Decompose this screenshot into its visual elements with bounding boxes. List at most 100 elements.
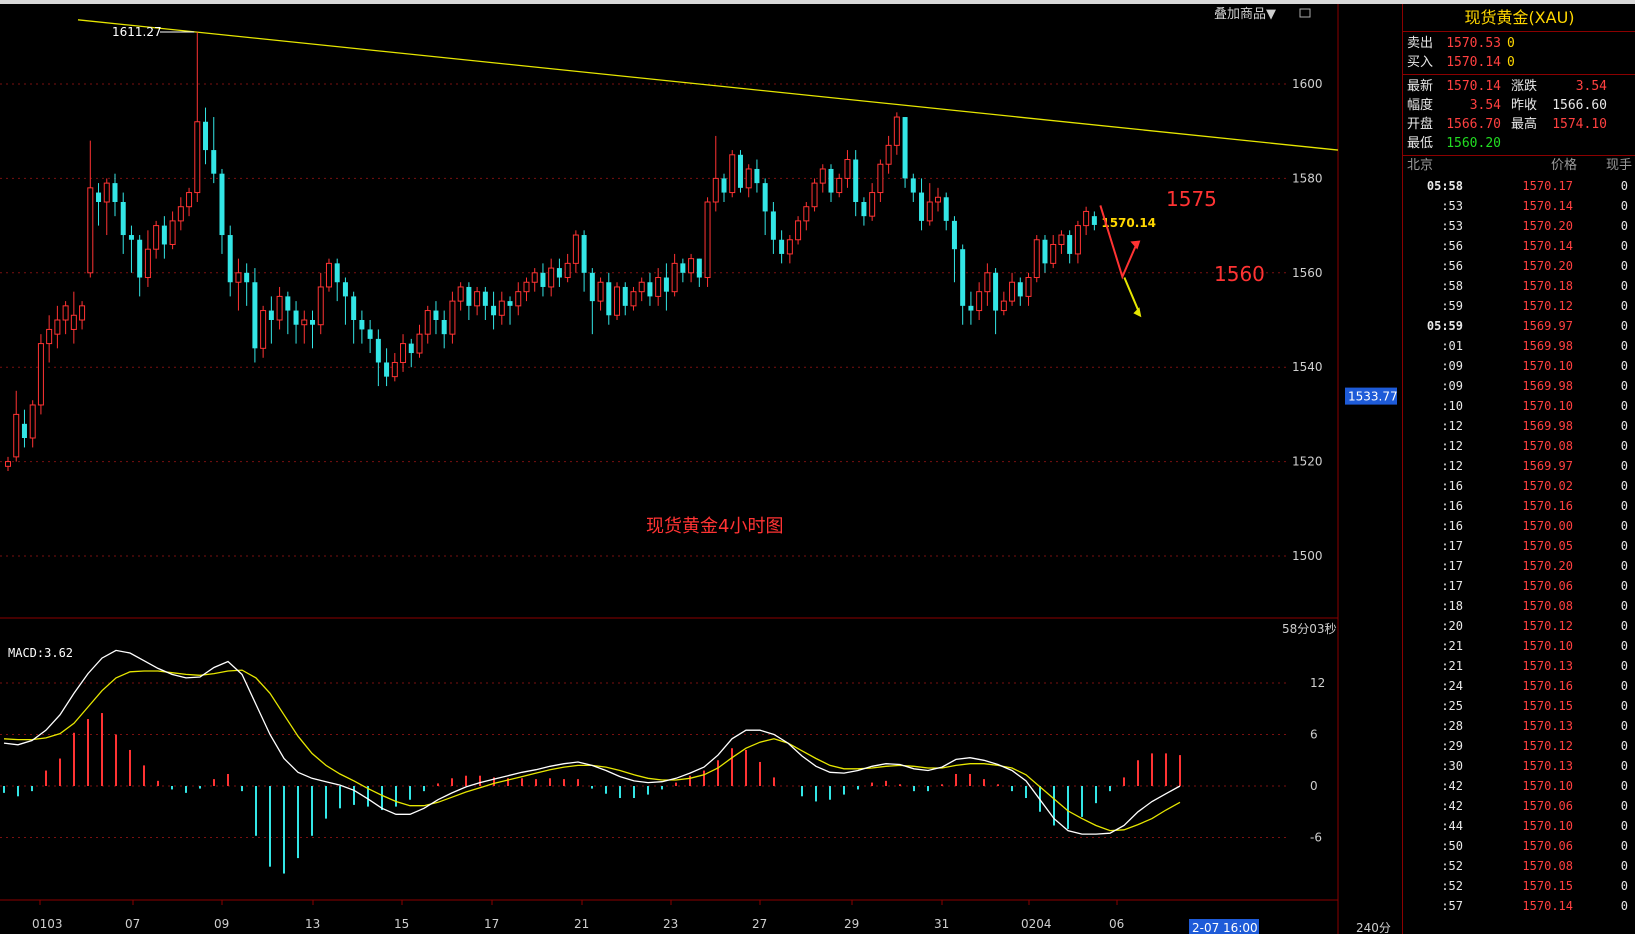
tick-price: 1570.13 [1522,659,1573,673]
high-price-label: 1611.27 [112,25,162,39]
tick-volume: 0 [1620,359,1628,373]
candle-body-bull [424,310,431,335]
candle-body-bull [5,461,11,467]
candle-body-bull [276,295,283,321]
yellow-projection-arrow [1123,277,1140,311]
prev-close-label: 昨收 [1511,98,1538,113]
tick-volume: 0 [1620,799,1628,813]
candle-body-bull [630,291,637,307]
tick-time: :52 [1441,859,1463,873]
price-tick-label: 1580 [1292,171,1323,185]
candle-body-bear [507,301,513,306]
tick-row: :56 1570.14 0 [1403,236,1635,256]
candle-body-bear [285,296,291,311]
ticks-header-price: 价格 [1550,158,1577,173]
candle-body-bear [351,296,357,320]
candle-body-bull [564,262,571,279]
tick-volume: 0 [1620,499,1628,513]
candle-body-bear [1017,282,1023,297]
tick-time: :21 [1441,659,1463,673]
stats-row-open: 开盘 1566.70 最高 1574.10 [1403,115,1635,134]
tick-row: :16 1570.16 0 [1403,496,1635,516]
candle-body-bull [37,343,44,406]
current-time-badge [1189,919,1259,934]
candle-body-bull [186,192,193,208]
time-tick-label: 0204 [1021,917,1052,931]
candle-body-bear [663,277,669,292]
tick-price: 1570.20 [1522,259,1573,273]
latest-price: 1570.14 [1446,79,1501,94]
tick-price: 1570.06 [1522,839,1573,853]
candle-body-bear [227,235,233,283]
tick-row: :17 1570.05 0 [1403,536,1635,556]
candle-body-bull [54,319,61,335]
tick-time: :29 [1441,739,1463,753]
tick-row: :58 1570.18 0 [1403,276,1635,296]
candle-body-bear [384,362,390,377]
macd-dea-line [3,669,1181,832]
tick-price: 1570.16 [1522,679,1573,693]
candle-body-bull [169,220,176,245]
candle-body-bear [408,343,414,354]
tick-price: 1570.12 [1522,299,1573,313]
tick-row: :52 1570.08 0 [1403,856,1635,876]
candle-body-bull [449,300,456,335]
candle-body-bull [671,262,678,293]
tick-list[interactable]: 05:58 1570.17 0:53 1570.14 0:53 1570.20 0:56 15… [1403,176,1635,916]
candle-body-bull [893,116,900,146]
sell-volume: 0 [1507,36,1515,51]
tick-volume: 0 [1620,819,1628,833]
candle-body-bear [1091,216,1097,225]
tick-time: :50 [1441,839,1463,853]
tick-price: 1570.14 [1522,239,1573,253]
candle-body-bull [523,281,530,293]
macd-tick-label: 0 [1310,779,1318,793]
candle-body-bear [375,338,381,363]
candle-body-bear [779,239,785,254]
tick-price: 1570.10 [1522,639,1573,653]
tick-price: 1569.97 [1522,459,1573,473]
tick-price: 1569.98 [1522,419,1573,433]
candle-body-bull [976,291,983,312]
candle-body-bull [638,281,645,293]
tick-time: :56 [1441,259,1463,273]
candle-body-bull [391,361,398,378]
tick-volume: 0 [1620,379,1628,393]
price-tick-label: 1540 [1292,360,1323,374]
candle-body-bear [754,168,760,184]
candle-body-bear [137,239,143,278]
candle-body-bear [919,192,925,221]
candle-body-bull [836,177,843,194]
tick-price: 1570.00 [1522,519,1573,533]
tick-row: :16 1570.02 0 [1403,476,1635,496]
candle-body-bull [317,286,324,326]
tick-time: :20 [1441,619,1463,633]
tick-time: :59 [1441,299,1463,313]
tick-volume: 0 [1620,519,1628,533]
tick-time: :10 [1441,399,1463,413]
candle-body-bull [786,239,793,255]
candle-body-bull [260,310,267,349]
tick-price: 1570.05 [1522,539,1573,553]
sell-price: 1570.53 [1446,36,1501,51]
tick-volume: 0 [1620,659,1628,673]
tick-price: 1570.14 [1522,199,1573,213]
candle-body-bull [46,328,53,345]
current-price-badge-text: 1533.77 [1348,390,1398,404]
tick-volume: 0 [1620,199,1628,213]
tick-time: :53 [1441,199,1463,213]
tick-row: :09 1569.98 0 [1403,376,1635,396]
tick-volume: 0 [1620,579,1628,593]
instrument-title: 现货黄金(XAU) [1403,4,1635,32]
candle-body-bear [128,235,134,240]
tick-volume: 0 [1620,739,1628,753]
tick-row: :50 1570.06 0 [1403,836,1635,856]
candle-body-bear [861,202,867,217]
high-value: 1574.10 [1552,117,1607,132]
current-price-badge [1345,387,1397,405]
tick-time: :42 [1441,799,1463,813]
chart-area[interactable]: 160015801560154015201500叠加商品▼1611.271570… [0,0,1400,934]
tick-row: :57 1570.14 0 [1403,896,1635,916]
window-box-icon[interactable] [1299,8,1311,18]
candle-body-bear [21,423,27,438]
